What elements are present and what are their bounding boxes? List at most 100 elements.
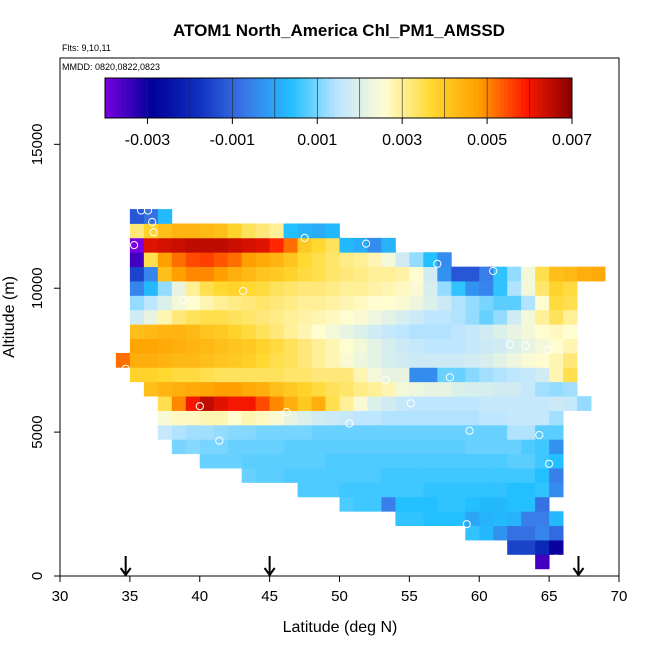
heatmap-cell — [465, 338, 480, 354]
heatmap-cell — [297, 381, 312, 397]
heatmap-cell — [367, 295, 382, 311]
heatmap-cell — [241, 324, 257, 339]
heatmap-cell — [381, 381, 396, 397]
heatmap-cell — [311, 266, 326, 282]
colorbar-segment — [228, 78, 233, 118]
heatmap-cell — [255, 439, 271, 455]
x-tick-label: 30 — [52, 588, 69, 605]
heatmap-cell — [185, 439, 201, 455]
heatmap-cell — [297, 266, 312, 282]
heatmap-cell — [241, 223, 257, 239]
heatmap-cell — [311, 367, 326, 383]
colorbar-segment — [138, 78, 144, 118]
heatmap-cell — [199, 367, 215, 383]
heatmap-cell — [437, 352, 452, 368]
x-tick-label: 60 — [471, 588, 488, 605]
heatmap-cell — [171, 381, 187, 397]
heatmap-cell — [521, 453, 536, 469]
colorbar-tick-label: 0.007 — [552, 132, 592, 149]
heatmap-cell — [479, 338, 494, 354]
heatmap-cell — [493, 367, 508, 383]
heatmap-cell — [199, 252, 215, 268]
heatmap-cell — [199, 223, 215, 239]
heatmap-cell — [325, 309, 340, 325]
heatmap-cell — [325, 352, 340, 368]
colorbar-segment — [542, 78, 548, 118]
heatmap-cell — [339, 482, 354, 498]
colorbar-segment — [555, 78, 560, 118]
heatmap-cell — [465, 281, 480, 296]
heatmap-cell — [493, 295, 508, 311]
heatmap-cell — [437, 453, 452, 469]
colorbar-segment — [151, 78, 157, 118]
heatmap-cell — [171, 309, 187, 325]
flight-marker — [239, 287, 248, 296]
heatmap-cell — [353, 468, 368, 483]
heatmap-cell — [199, 352, 215, 368]
heatmap-cell — [367, 424, 382, 440]
heatmap-cell — [143, 252, 159, 268]
heatmap-cell — [311, 439, 326, 455]
heatmap-cell — [563, 352, 578, 368]
heatmap-cell — [507, 453, 522, 469]
heatmap-cell — [367, 410, 382, 426]
heatmap-cell — [311, 324, 326, 339]
colorbar-segment — [168, 78, 174, 118]
heatmap-cell — [395, 367, 410, 383]
heatmap-cell — [507, 338, 522, 354]
colorbar-tick-label: -0.003 — [125, 132, 170, 149]
heatmap-cell — [199, 237, 215, 253]
flight-marker — [149, 228, 158, 237]
heatmap-cell — [367, 468, 382, 483]
heatmap-cell — [409, 468, 424, 483]
arrow-head — [572, 567, 585, 577]
heatmap-cell — [535, 525, 550, 541]
heatmap-cell — [311, 352, 326, 368]
heatmap-cell — [255, 410, 271, 426]
heatmap-cell — [241, 309, 257, 325]
heatmap-cell — [493, 496, 508, 512]
heatmap-cell — [437, 295, 452, 311]
heatmap-cell — [465, 525, 480, 541]
heatmap-cell — [129, 209, 145, 224]
heatmap-cell — [549, 482, 564, 498]
heatmap-cell — [493, 439, 508, 455]
colorbar-segment — [342, 78, 348, 118]
heatmap-cell — [479, 381, 494, 397]
heatmap-cell — [521, 324, 536, 339]
colorbar-segment — [266, 78, 272, 118]
heatmap-cell — [157, 381, 173, 397]
heatmap-cell — [325, 252, 340, 268]
colorbar-segment — [172, 78, 178, 118]
heatmap-cell — [325, 338, 340, 354]
heatmap-cell — [171, 338, 187, 354]
heatmap-cell — [521, 482, 536, 498]
colorbar-segment — [406, 78, 412, 118]
heatmap-cell — [465, 468, 480, 483]
x-tick-label: 55 — [401, 588, 418, 605]
heatmap-cell — [451, 468, 466, 483]
heatmap-cell — [381, 410, 396, 426]
colorbar-segment — [563, 78, 569, 118]
colorbar-segment — [232, 78, 238, 118]
colorbar-segment — [177, 78, 182, 118]
heatmap-cell — [507, 439, 522, 455]
heatmap-cell — [199, 410, 215, 426]
heatmap-cell — [423, 309, 438, 325]
colorbar-segment — [321, 78, 327, 118]
heatmap-cell — [283, 453, 298, 469]
heatmap-cell — [171, 266, 187, 282]
heatmap-cell — [199, 266, 215, 282]
colorbar-segment — [198, 78, 204, 118]
colorbar-segment — [330, 78, 335, 118]
heatmap-cell — [423, 410, 438, 426]
heatmap-cell — [395, 295, 410, 311]
heatmap-cell — [227, 223, 243, 239]
heatmap-cell — [507, 468, 522, 483]
heatmap-cell — [283, 338, 298, 354]
heatmap-cell — [409, 496, 424, 512]
heatmap-cell — [325, 381, 340, 397]
heatmap-cell — [171, 424, 187, 440]
heatmap-cell — [339, 266, 354, 282]
heatmap-cell — [367, 252, 382, 268]
